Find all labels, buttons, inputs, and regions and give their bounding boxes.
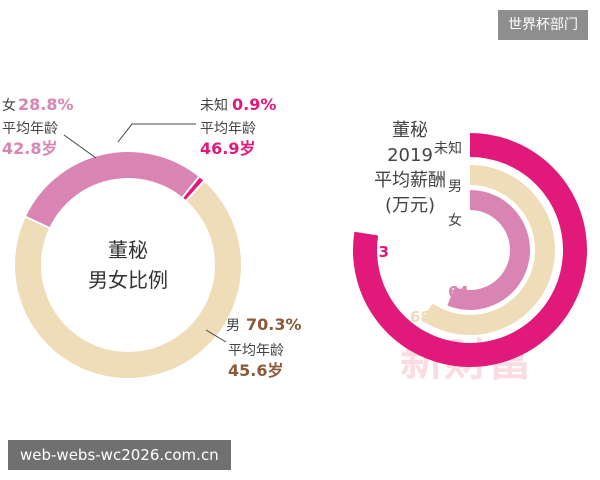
unknown-pct: 0.9% xyxy=(232,95,276,114)
donut-divider xyxy=(25,215,50,229)
radial-title-3: 平均薪酬 xyxy=(374,170,446,191)
radial-cat-1: 男 xyxy=(448,179,462,195)
donut-slice-1 xyxy=(25,152,199,229)
unknown-name: 未知 xyxy=(200,97,228,114)
male-leader xyxy=(205,329,227,343)
female-age-label: 平均年龄 xyxy=(2,121,58,137)
radial-val-1: 68 xyxy=(410,308,431,326)
department-tag[interactable]: 世界杯部门 xyxy=(498,10,588,40)
donut-labels: 女 28.8% 平均年龄 42.8岁 未知 0.9% 平均年龄 46.9岁男 70.3% 平均年龄… xyxy=(2,95,302,380)
footer-url[interactable]: web-webs-wc2026.com.cn xyxy=(8,440,231,470)
radial-cat-0: 未知 xyxy=(434,140,462,157)
male-name: 男 xyxy=(226,318,240,334)
radial-title-2: 2019 xyxy=(387,145,433,166)
radial-val-2: 64 xyxy=(448,283,469,301)
male-pct: 70.3% xyxy=(246,315,302,334)
female-age: 42.8岁 xyxy=(2,139,57,158)
donut-divider xyxy=(181,176,200,198)
radial-bar-1 xyxy=(421,165,555,335)
donut-divider xyxy=(185,180,205,202)
radial-val-0: 88.3 xyxy=(352,243,389,261)
radial-title-1: 董秘 xyxy=(392,120,428,141)
unknown-age-label: 平均年龄 xyxy=(200,121,256,137)
male-age-label: 平均年龄 xyxy=(228,343,284,359)
female-leader xyxy=(63,134,97,159)
unknown-leader xyxy=(117,123,196,143)
radial-bar-2 xyxy=(447,190,530,310)
radial-title-4: (万元) xyxy=(385,195,435,216)
female-pct: 28.8% xyxy=(18,95,74,114)
radial-bar-0 xyxy=(353,133,587,367)
salary-radial-chart xyxy=(353,133,587,367)
donut-slice-0 xyxy=(15,181,241,378)
donut-center-line2: 男女比例 xyxy=(88,268,168,292)
unknown-age: 46.9岁 xyxy=(200,139,255,158)
male-age: 45.6岁 xyxy=(228,361,283,380)
radial-cat-2: 女 xyxy=(448,212,462,229)
donut-center-line1: 董秘 xyxy=(108,238,148,262)
female-name: 女 xyxy=(2,97,16,114)
